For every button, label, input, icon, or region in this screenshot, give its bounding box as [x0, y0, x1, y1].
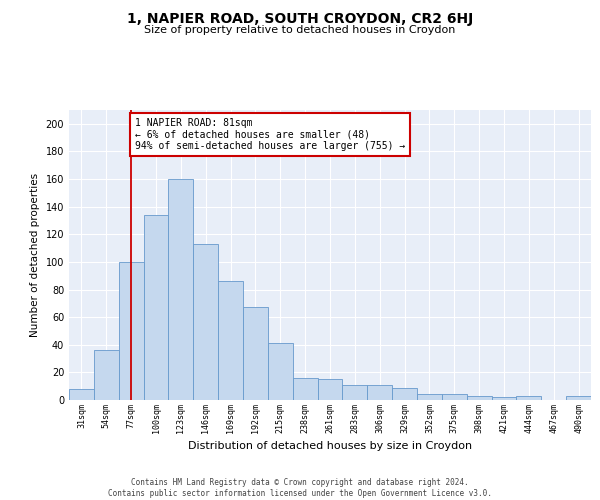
Bar — [343, 385, 367, 400]
X-axis label: Distribution of detached houses by size in Croydon: Distribution of detached houses by size … — [188, 441, 472, 451]
Bar — [169, 179, 193, 400]
Bar — [94, 350, 119, 400]
Bar — [69, 389, 94, 400]
Bar — [218, 281, 243, 400]
Bar — [517, 396, 541, 400]
Text: 1, NAPIER ROAD, SOUTH CROYDON, CR2 6HJ: 1, NAPIER ROAD, SOUTH CROYDON, CR2 6HJ — [127, 12, 473, 26]
Bar — [317, 380, 343, 400]
Text: Contains HM Land Registry data © Crown copyright and database right 2024.
Contai: Contains HM Land Registry data © Crown c… — [108, 478, 492, 498]
Y-axis label: Number of detached properties: Number of detached properties — [30, 173, 40, 337]
Bar — [143, 215, 169, 400]
Bar — [119, 262, 143, 400]
Bar — [367, 385, 392, 400]
Bar — [467, 396, 491, 400]
Bar — [293, 378, 317, 400]
Bar — [442, 394, 467, 400]
Text: Size of property relative to detached houses in Croydon: Size of property relative to detached ho… — [145, 25, 455, 35]
Text: 1 NAPIER ROAD: 81sqm
← 6% of detached houses are smaller (48)
94% of semi-detach: 1 NAPIER ROAD: 81sqm ← 6% of detached ho… — [135, 118, 405, 152]
Bar — [392, 388, 417, 400]
Bar — [566, 396, 591, 400]
Bar — [193, 244, 218, 400]
Bar — [268, 344, 293, 400]
Bar — [491, 397, 517, 400]
Bar — [417, 394, 442, 400]
Bar — [243, 308, 268, 400]
